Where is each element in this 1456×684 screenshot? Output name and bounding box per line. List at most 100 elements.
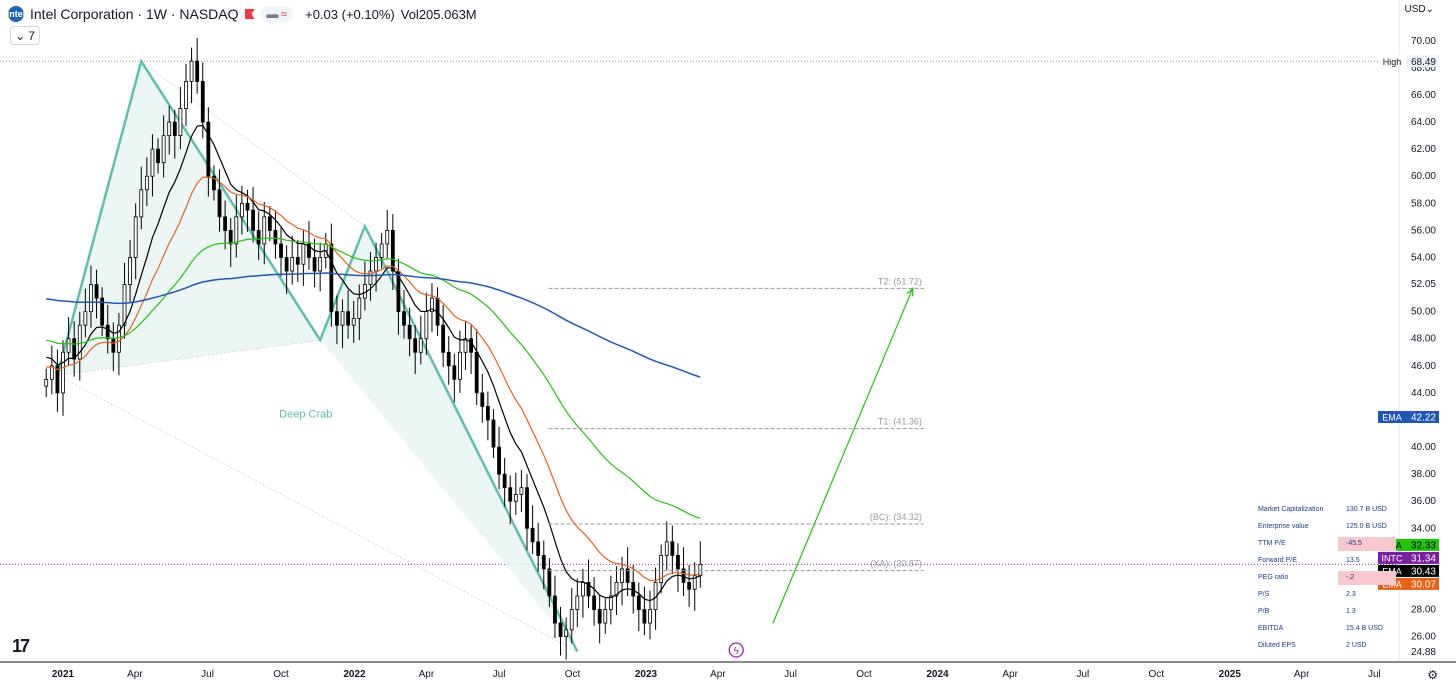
candle [536,541,541,556]
fundamentals-row: Forward P/E 13.5 [1258,554,1398,571]
candle [279,243,283,258]
price-label-name: EMA [1382,412,1402,422]
candle [156,148,160,164]
x-tick-label: Oct [273,669,289,680]
currency-label: USD [1404,4,1426,15]
candle [625,568,630,583]
candle [441,324,446,353]
candle [474,351,479,394]
target-label: (XA): (30.87) [870,559,922,569]
candle [340,311,345,326]
candle [485,406,490,421]
ema-orange-line [46,176,701,582]
candle [575,595,580,610]
candle [290,257,295,272]
x-tick-label: Jul [201,669,214,680]
projection-arrow-head [906,286,914,297]
fundamentals-value: 2.3 [1346,591,1356,598]
candle [608,595,613,610]
currency-selector[interactable]: USD⌄ [1404,4,1434,15]
candle [469,338,474,353]
y-tick-label: 56.00 [1411,225,1436,236]
x-tick-label: Jul [1368,669,1381,680]
indicator-pill[interactable]: ▬ ≈ [260,6,294,22]
candle [346,311,351,326]
volume-label: Vol [400,6,419,22]
fundamentals-row: PEG ratio -.2 [1258,571,1398,588]
candle [100,297,105,326]
candle [648,609,652,624]
y-tick-label: 60.00 [1411,171,1436,182]
y-tick-label: 64.00 [1411,117,1436,128]
fundamentals-label: Forward P/E [1258,557,1297,564]
y-tick-label: 34.00 [1411,523,1436,534]
candle [491,419,496,448]
indicators-count: 7 [28,28,35,43]
candle [55,365,60,394]
x-tick-label: Apr [710,669,726,680]
candle [217,189,222,218]
price-label-value-box [1406,551,1439,564]
candle [161,135,166,164]
price-label-value: 32.33 [1411,540,1436,551]
x-tick-label: 2021 [52,669,75,680]
symbol-title[interactable]: Intel Corporation · 1W · NASDAQ [30,6,239,22]
pattern-xb-line [57,339,321,376]
candle [251,209,255,231]
candle [620,568,624,583]
x-tick-label: Oct [1149,669,1165,680]
settings-gear-icon[interactable]: ⚙ [1427,668,1438,682]
ema-black-line [46,124,701,602]
candle [480,392,485,407]
indicators-toggle-button[interactable]: ⌄ 7 [10,26,40,45]
pattern-legs [56,58,579,653]
candle [670,541,675,556]
y-tick-label: 62.00 [1411,144,1436,155]
flag-icon[interactable] [244,9,255,19]
target-label: (BC): (34.32) [870,512,922,522]
candle [586,582,591,597]
x-tick-label: Apr [1002,669,1018,680]
fundamentals-row: Diluted EPS 2 USD [1258,639,1398,656]
earnings-event-icon [728,642,744,658]
candle [200,81,205,123]
candle [189,60,194,82]
lightning-icon: ϟ [734,646,740,657]
candle [133,216,138,258]
candle [117,324,121,353]
candle [368,270,373,285]
candle [234,216,239,245]
candle [111,338,116,353]
candle [307,243,311,258]
candle [273,230,278,245]
y-tick-label: 38.00 [1411,469,1436,480]
price-label-tag [1378,551,1406,564]
candle [262,216,267,245]
price-label-value-box [1406,410,1439,423]
fundamentals-value: -.2 [1338,571,1396,585]
fundamentals-label: Market Capitalization [1258,506,1324,513]
ema-blue-line [46,272,701,378]
tradingview-logo[interactable]: 17 [12,636,30,656]
price-label-value: 31.34 [1411,553,1436,564]
fundamentals-value: 130.7 B USD [1346,506,1387,513]
candle [256,230,261,245]
chart-header: intel Intel Corporation · 1W · NASDAQ ▬ ≈… [7,4,477,24]
x-tick-label: Jul [784,669,797,680]
candle [172,121,177,137]
chevron-down-icon: ⌄ [15,28,26,43]
x-tick-label: Apr [1294,669,1310,680]
candles-group [44,38,703,660]
target-label: T1: (41.36) [878,417,922,427]
candle [379,243,384,258]
candle [659,554,664,583]
price-change: +0.03 (+0.10%) [305,6,395,22]
candle [424,311,429,340]
price-label-name: High [1383,57,1402,67]
candle [267,216,272,231]
candle [61,351,65,394]
candle [614,582,619,597]
y-tick-label: 24.88 [1411,647,1436,658]
candle [676,554,680,570]
